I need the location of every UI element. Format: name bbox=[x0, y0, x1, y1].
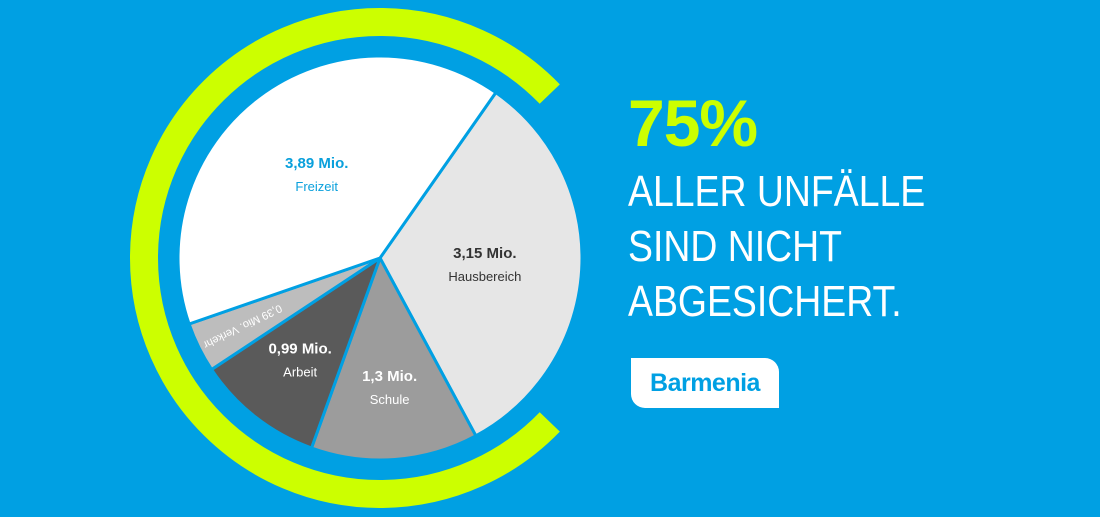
pie-category-arbeit: Arbeit bbox=[283, 365, 317, 380]
pie-category-schule: Schule bbox=[370, 392, 410, 407]
logo-text: Barmenia bbox=[650, 368, 760, 397]
pie-category-hausbereich: Hausbereich bbox=[448, 269, 521, 284]
pie-slices bbox=[176, 54, 584, 462]
headline-percent: 75% bbox=[628, 86, 758, 160]
pie-chart-svg: 3,15 Mio. Hausbereich 1,3 Mio. Schule 0,99 M… bbox=[130, 8, 584, 508]
pie-slice-schule bbox=[310, 256, 478, 462]
barmenia-logo: Barmenia bbox=[631, 358, 779, 408]
pie-slice-arbeit bbox=[210, 256, 382, 450]
pie-value-hausbereich: 3,15 Mio. bbox=[453, 245, 516, 262]
headline-line-2: SIND NICHT bbox=[628, 222, 843, 271]
accent-ring-arc bbox=[130, 8, 560, 508]
headline-text: ALLER UNFÄLLE SIND NICHT ABGESICHERT. bbox=[628, 164, 1088, 329]
pie-value-schule: 1,3 Mio. bbox=[362, 368, 417, 385]
headline-block: 75% ALLER UNFÄLLE SIND NICHT ABGESICHERT… bbox=[628, 90, 1088, 329]
pie-slice-freizeit bbox=[176, 54, 498, 326]
pie-chart: 3,15 Mio. Hausbereich 1,3 Mio. Schule 0,99 M… bbox=[130, 8, 584, 508]
headline-line-1: ALLER UNFÄLLE bbox=[628, 167, 926, 216]
pie-value-freizeit: 3,89 Mio. bbox=[285, 155, 348, 172]
headline-line-3: ABGESICHERT. bbox=[628, 277, 902, 326]
pie-category-freizeit: Freizeit bbox=[295, 179, 338, 194]
pie-value-arbeit: 0,99 Mio. bbox=[268, 341, 331, 358]
